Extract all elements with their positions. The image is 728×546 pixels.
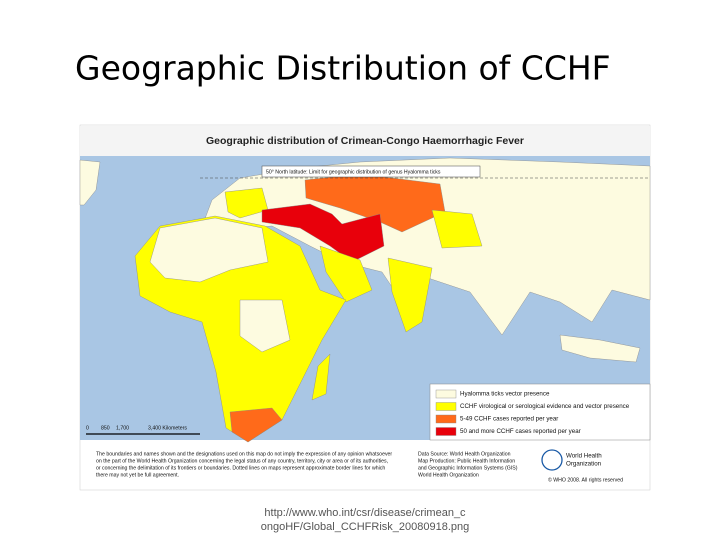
madagascar — [311, 353, 331, 401]
annotation-box — [261, 165, 481, 178]
europe-evidence — [224, 187, 269, 219]
legend-swatch — [435, 427, 457, 436]
legend-box — [429, 383, 651, 441]
south-africa — [229, 407, 283, 443]
caption-line: ongoHF/Global_CCHFRisk_20080918.png — [261, 521, 470, 533]
legend-swatch — [435, 414, 457, 424]
india — [387, 257, 433, 333]
scale: 0 850 1,700 3,400 Kilometers — [86, 425, 187, 431]
map-image: Geographic distribution of Crimean-Congo… — [79, 124, 651, 491]
source-line: Map Production: Public Health Informatio… — [418, 458, 515, 464]
source-line: and Geographic Information Systems (GIS) — [418, 465, 518, 471]
annotation: 50° North latitude: Limit for geographic… — [266, 169, 441, 175]
logo-text: Organization — [566, 461, 602, 468]
disclaimer-line: on the part of the World Health Organiza… — [96, 458, 388, 464]
legend: Hyalomma ticks vector presence CCHF virol… — [435, 389, 630, 436]
slide-title: Geographic Distribution of CCHF — [75, 49, 611, 88]
legend-label: CCHF virological or serological evidence… — [460, 403, 630, 410]
source: Data Source: World Health OrganizationMa… — [418, 451, 518, 478]
source-line: World Health Organization — [418, 472, 479, 478]
disclaimer: The boundaries and names shown and the d… — [96, 451, 392, 478]
legend-label: 50 and more CCHF cases reported per year — [460, 428, 581, 435]
central-africa — [239, 299, 291, 353]
arabia — [319, 245, 373, 303]
middle-east-central-asia — [261, 203, 385, 263]
legend-swatch — [435, 402, 457, 411]
indonesia — [559, 334, 641, 363]
caption: http://www.who.int/csr/disease/crimean_c… — [261, 507, 470, 533]
disclaimer-line: there may not yet be full agreement. — [96, 472, 179, 478]
map-header — [80, 126, 650, 156]
china-west — [431, 209, 483, 249]
americas — [79, 159, 101, 206]
scale-label: 0 — [86, 425, 89, 431]
who-emblem — [541, 449, 563, 471]
map-title: Geographic distribution of Crimean-Congo… — [206, 135, 524, 147]
scale-label: 3,400 Kilometers — [148, 425, 187, 431]
copyright: © WHO 2008. All rights reserved — [548, 476, 623, 483]
caption-line: http://www.who.int/csr/disease/crimean_c — [264, 507, 466, 519]
legend-label: Hyalomma ticks vector presence — [460, 391, 550, 398]
disclaimer-line: or concerning the delimitation of its fr… — [96, 465, 385, 471]
legend-label: 5-49 CCHF cases reported per year — [460, 416, 558, 423]
source-line: Data Source: World Health Organization — [418, 451, 511, 457]
sahara — [149, 217, 269, 283]
logo-text: World Health — [566, 453, 602, 460]
scale-label: 850 — [101, 425, 110, 431]
russia-south — [304, 173, 446, 233]
legend-swatch — [435, 389, 457, 399]
disclaimer-line: The boundaries and names shown and the d… — [96, 451, 392, 457]
scale-label: 1,700 — [116, 425, 129, 431]
